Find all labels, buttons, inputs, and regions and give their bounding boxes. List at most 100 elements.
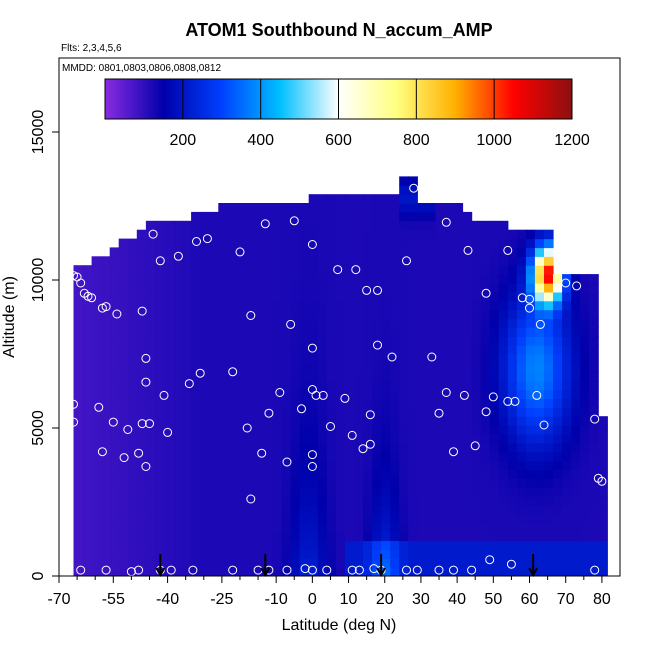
heatmap-cell <box>544 380 554 391</box>
heatmap-cell <box>435 442 445 453</box>
heatmap-cell <box>317 505 328 515</box>
sample-marker <box>166 565 176 575</box>
heatmap-cell <box>326 380 337 391</box>
heatmap-cell <box>263 407 274 417</box>
heatmap-cell <box>73 407 84 417</box>
heatmap-cell <box>164 433 174 444</box>
heatmap-cell <box>516 513 527 524</box>
heatmap-cell <box>589 531 599 542</box>
heatmap-cell <box>544 531 554 542</box>
sample-marker <box>134 565 144 575</box>
sample-marker <box>307 240 317 249</box>
heatmap-cell <box>516 505 527 515</box>
heatmap-cell <box>435 433 445 444</box>
heatmap-cell <box>516 354 527 364</box>
heatmap-cell <box>417 558 427 568</box>
heatmap-cell <box>209 247 219 257</box>
heatmap-cell <box>525 371 536 382</box>
heatmap-cell <box>408 478 418 488</box>
heatmap-cell <box>372 371 382 382</box>
heatmap-cell <box>272 416 283 426</box>
heatmap-cell <box>218 460 228 471</box>
heatmap-cell <box>254 362 264 373</box>
heatmap-cell <box>444 478 455 488</box>
heatmap-cell <box>91 256 102 266</box>
heatmap-cell <box>290 220 301 231</box>
heatmap-cell <box>109 425 120 435</box>
heatmap-cell <box>209 469 219 479</box>
heatmap-cell <box>507 398 518 408</box>
heatmap-cell <box>118 274 129 284</box>
heatmap-cell <box>363 398 373 408</box>
heatmap-cell <box>145 389 156 399</box>
heatmap-cell <box>417 433 427 444</box>
heatmap-cell <box>109 256 120 266</box>
heatmap-cell <box>489 354 500 364</box>
heatmap-cell <box>263 354 274 364</box>
heatmap-cell <box>227 522 237 533</box>
heatmap-cell <box>498 451 509 462</box>
heatmap-cell <box>390 291 400 302</box>
heatmap-cell <box>462 238 473 249</box>
heatmap-cell <box>426 283 436 293</box>
heatmap-cell <box>544 398 554 408</box>
heatmap-cell <box>580 283 590 293</box>
heatmap-cell <box>580 522 590 533</box>
heatmap-cell <box>390 451 400 462</box>
heatmap-cell <box>571 327 581 337</box>
heatmap-cell <box>82 309 93 320</box>
heatmap-cell <box>444 496 455 506</box>
heatmap-cell <box>218 336 228 346</box>
heatmap-cell <box>408 220 418 231</box>
heatmap-cell <box>335 291 346 302</box>
heatmap-cell <box>580 549 590 559</box>
heatmap-cell <box>435 540 445 550</box>
heatmap-cell <box>354 283 364 293</box>
heatmap-cell <box>236 389 246 399</box>
heatmap-cell <box>363 211 373 222</box>
heatmap-cell <box>326 220 337 231</box>
heatmap-cell <box>408 211 418 222</box>
heatmap-cell <box>534 318 545 328</box>
heatmap-cell <box>272 247 283 257</box>
heatmap-cell <box>498 291 509 302</box>
heatmap-cell <box>498 540 509 550</box>
heatmap-cell <box>372 496 382 506</box>
heatmap-cell <box>209 371 219 382</box>
heatmap-cell <box>82 354 93 364</box>
sample-marker <box>112 309 122 319</box>
heatmap-cell <box>480 469 491 479</box>
heatmap-cell <box>417 345 427 355</box>
heatmap-cell <box>326 460 337 471</box>
heatmap-cell <box>580 433 590 444</box>
heatmap-cell <box>335 407 346 417</box>
heatmap-cell <box>218 531 228 542</box>
heatmap-cell <box>381 220 391 231</box>
heatmap-cell <box>489 336 500 346</box>
heatmap-cell <box>218 522 228 533</box>
heatmap-cell <box>372 389 382 399</box>
heatmap-cell <box>272 451 283 462</box>
heatmap-cell <box>571 451 581 462</box>
heatmap-cell <box>507 478 518 488</box>
heatmap-cell <box>453 265 464 275</box>
heatmap-cell <box>335 398 346 408</box>
heatmap-cell <box>164 496 174 506</box>
heatmap-cell <box>82 558 93 568</box>
heatmap-cell <box>344 291 355 302</box>
heatmap-cell <box>417 389 427 399</box>
heatmap-cell <box>426 238 436 249</box>
heatmap-cell <box>272 318 283 328</box>
heatmap-cell <box>462 522 473 533</box>
sample-marker <box>246 311 256 320</box>
heatmap-cell <box>236 345 246 355</box>
heatmap-cell <box>417 265 427 275</box>
heatmap-cell <box>444 265 455 275</box>
heatmap-cell <box>299 487 310 497</box>
heatmap-cell <box>73 362 84 373</box>
heatmap-cell <box>335 558 346 568</box>
heatmap-cell <box>236 327 246 337</box>
heatmap-cell <box>154 371 165 382</box>
heatmap-cell <box>191 309 201 320</box>
heatmap-cell <box>562 549 572 559</box>
